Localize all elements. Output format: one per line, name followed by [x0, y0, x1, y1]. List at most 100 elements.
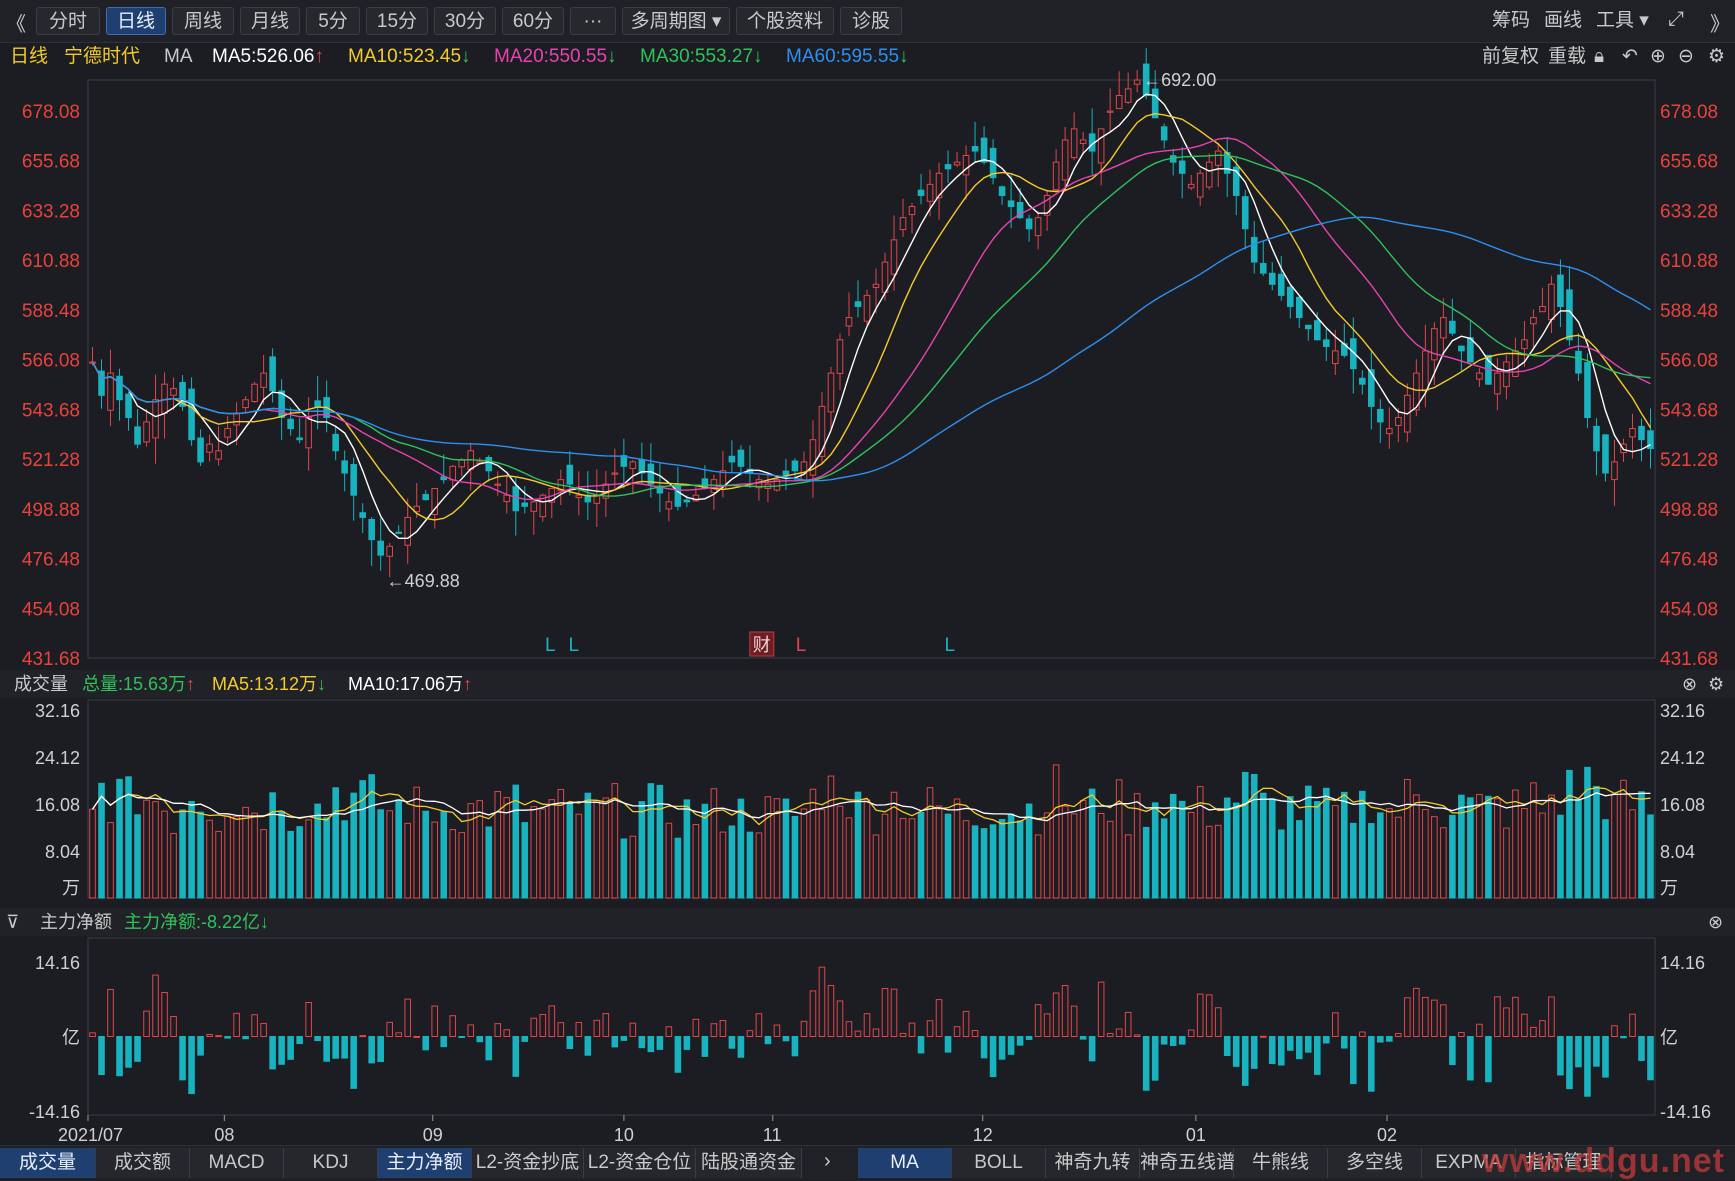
lock-icon[interactable]: 🔒︎	[1594, 46, 1605, 67]
volume-bar	[467, 803, 475, 899]
moneyflow-unit-right: 亿	[1660, 1028, 1678, 1048]
volume-title: 成交量	[14, 674, 68, 694]
overlay-tab-4[interactable]: 牛熊线	[1234, 1148, 1328, 1178]
period-tab-8[interactable]: ···	[570, 7, 616, 35]
moneyflow-bar	[1431, 999, 1438, 1038]
period-tab-3[interactable]: 月线	[240, 7, 300, 35]
price-tick-right: 521.28	[1660, 450, 1718, 471]
period-tab-2[interactable]: 周线	[172, 7, 234, 35]
volume-bar	[1223, 797, 1231, 899]
moneyflow-bar	[467, 1024, 475, 1038]
overlay-tab-1[interactable]: BOLL	[952, 1148, 1046, 1178]
reload-button[interactable]: 重载	[1548, 46, 1587, 67]
overlay-tab-0[interactable]: MA	[858, 1148, 952, 1178]
close-icon[interactable]: ⊗	[1708, 912, 1724, 932]
moneyflow-bar	[458, 1036, 466, 1038]
price-tick-left: 655.68	[22, 152, 80, 173]
indicator-tab-2[interactable]: MACD	[190, 1148, 284, 1178]
ma20-value: MA20:550.55↓	[494, 46, 617, 67]
moneyflow-bar	[1268, 1036, 1276, 1065]
moneyflow-bar	[413, 1035, 421, 1038]
x-tick-label: 11	[763, 1125, 782, 1145]
candle-body	[1611, 461, 1618, 481]
indicator-tab-5[interactable]: L2-资金抄底	[472, 1148, 584, 1178]
kline-chart[interactable]: 678.08 655.68 633.28 610.88 588.48 566.08 543.…	[0, 0, 1735, 1145]
overlay-tab-3[interactable]: 神奇五线谱	[1140, 1148, 1235, 1178]
moneyflow-bar	[584, 1036, 592, 1056]
period-tab-11[interactable]: 诊股	[840, 7, 902, 35]
gear-icon[interactable]: ⚙	[1708, 46, 1726, 67]
double-chevron-right-icon[interactable]: 》	[1710, 14, 1730, 36]
moneyflow-bar	[989, 1036, 997, 1078]
double-chevron-left-icon[interactable]: 《	[6, 14, 26, 36]
moneyflow-bar	[629, 1022, 637, 1038]
candle-body	[836, 339, 844, 374]
indicator-tab-7[interactable]: 陆股通资金	[696, 1148, 802, 1178]
tools-menu[interactable]: 工具 ▾	[1596, 10, 1649, 31]
close-icon[interactable]: ⊗	[1682, 674, 1698, 694]
candle-body	[269, 356, 276, 392]
moneyflow-bar	[1106, 1032, 1114, 1038]
moneyflow-bar	[314, 1036, 321, 1042]
overlay-tab-6[interactable]: EXPMA	[1422, 1148, 1516, 1178]
candle-body	[197, 437, 204, 463]
candle-body	[260, 372, 267, 388]
indicator-tab-6[interactable]: L2-资金仓位	[584, 1148, 696, 1178]
adjust-mode[interactable]: 前复权	[1482, 46, 1540, 67]
moneyflow-bar	[755, 1013, 763, 1037]
candle-body	[395, 531, 402, 534]
collapse-icon[interactable]: ⊽	[6, 912, 20, 932]
zoom-out-icon[interactable]: ⊖	[1678, 46, 1694, 67]
candle-body	[1440, 317, 1447, 339]
moneyflow-tick-left: 14.16	[35, 953, 80, 973]
period-tab-9[interactable]: 多周期图 ▾	[622, 7, 730, 35]
moneyflow-bar	[1359, 1031, 1366, 1038]
overlay-tab-2[interactable]: 神奇九转	[1046, 1148, 1140, 1178]
indicator-tab-3[interactable]: KDJ	[284, 1148, 378, 1178]
moneyflow-bar	[998, 1036, 1006, 1060]
period-tab-10[interactable]: 个股资料	[736, 7, 834, 35]
fullscreen-icon[interactable]: ⤢	[1668, 8, 1684, 30]
candle-body	[1629, 428, 1636, 438]
period-tab-5[interactable]: 15分	[366, 7, 428, 35]
volume-bar	[359, 780, 366, 899]
volume-bar	[791, 815, 799, 899]
period-tab-4[interactable]: 5分	[306, 7, 360, 35]
candle-body	[629, 461, 637, 469]
draw-line-button[interactable]: 画线	[1544, 10, 1583, 31]
moneyflow-bar	[449, 1015, 457, 1037]
period-tab-0[interactable]: 分时	[36, 7, 100, 35]
volume-bar	[1106, 820, 1114, 899]
indicator-tab-4[interactable]: 主力净额	[378, 1148, 472, 1178]
overlay-tab-5[interactable]: 多空线	[1328, 1148, 1422, 1178]
moneyflow-bar	[890, 988, 898, 1038]
price-tick-left: 633.28	[22, 201, 80, 222]
volume-bar	[377, 809, 384, 899]
volume-bar	[314, 803, 321, 899]
indicator-tab-1[interactable]: 成交额	[96, 1148, 190, 1178]
chevron-right-icon[interactable]: ›	[824, 1150, 831, 1172]
candle-body	[1286, 286, 1294, 307]
period-tab-7[interactable]: 60分	[502, 7, 564, 35]
moneyflow-bar	[1629, 1013, 1636, 1037]
indicator-tab-0[interactable]: 成交量	[0, 1148, 96, 1178]
candle-body	[1467, 337, 1474, 363]
chips-button[interactable]: 筹码	[1492, 10, 1531, 31]
undo-icon[interactable]: ↶	[1622, 46, 1638, 67]
moneyflow-bar	[1467, 1036, 1474, 1081]
volume-bar	[431, 821, 439, 899]
zoom-in-icon[interactable]: ⊕	[1650, 46, 1666, 67]
period-tab-1[interactable]: 日线	[106, 7, 166, 35]
volume-bar	[1313, 801, 1321, 899]
volume-bar	[449, 829, 457, 899]
volume-unit-right: 万	[1660, 878, 1678, 898]
overlay-tab-7[interactable]: 指标管理	[1516, 1148, 1612, 1178]
period-tab-6[interactable]: 30分	[434, 7, 496, 35]
candle-body	[170, 388, 177, 396]
candle-body	[998, 186, 1006, 196]
candle-body	[242, 399, 249, 409]
moneyflow-bar	[1097, 981, 1105, 1038]
candle-body	[440, 476, 448, 481]
candle-body	[341, 460, 348, 474]
gear-icon[interactable]: ⚙	[1708, 674, 1725, 694]
